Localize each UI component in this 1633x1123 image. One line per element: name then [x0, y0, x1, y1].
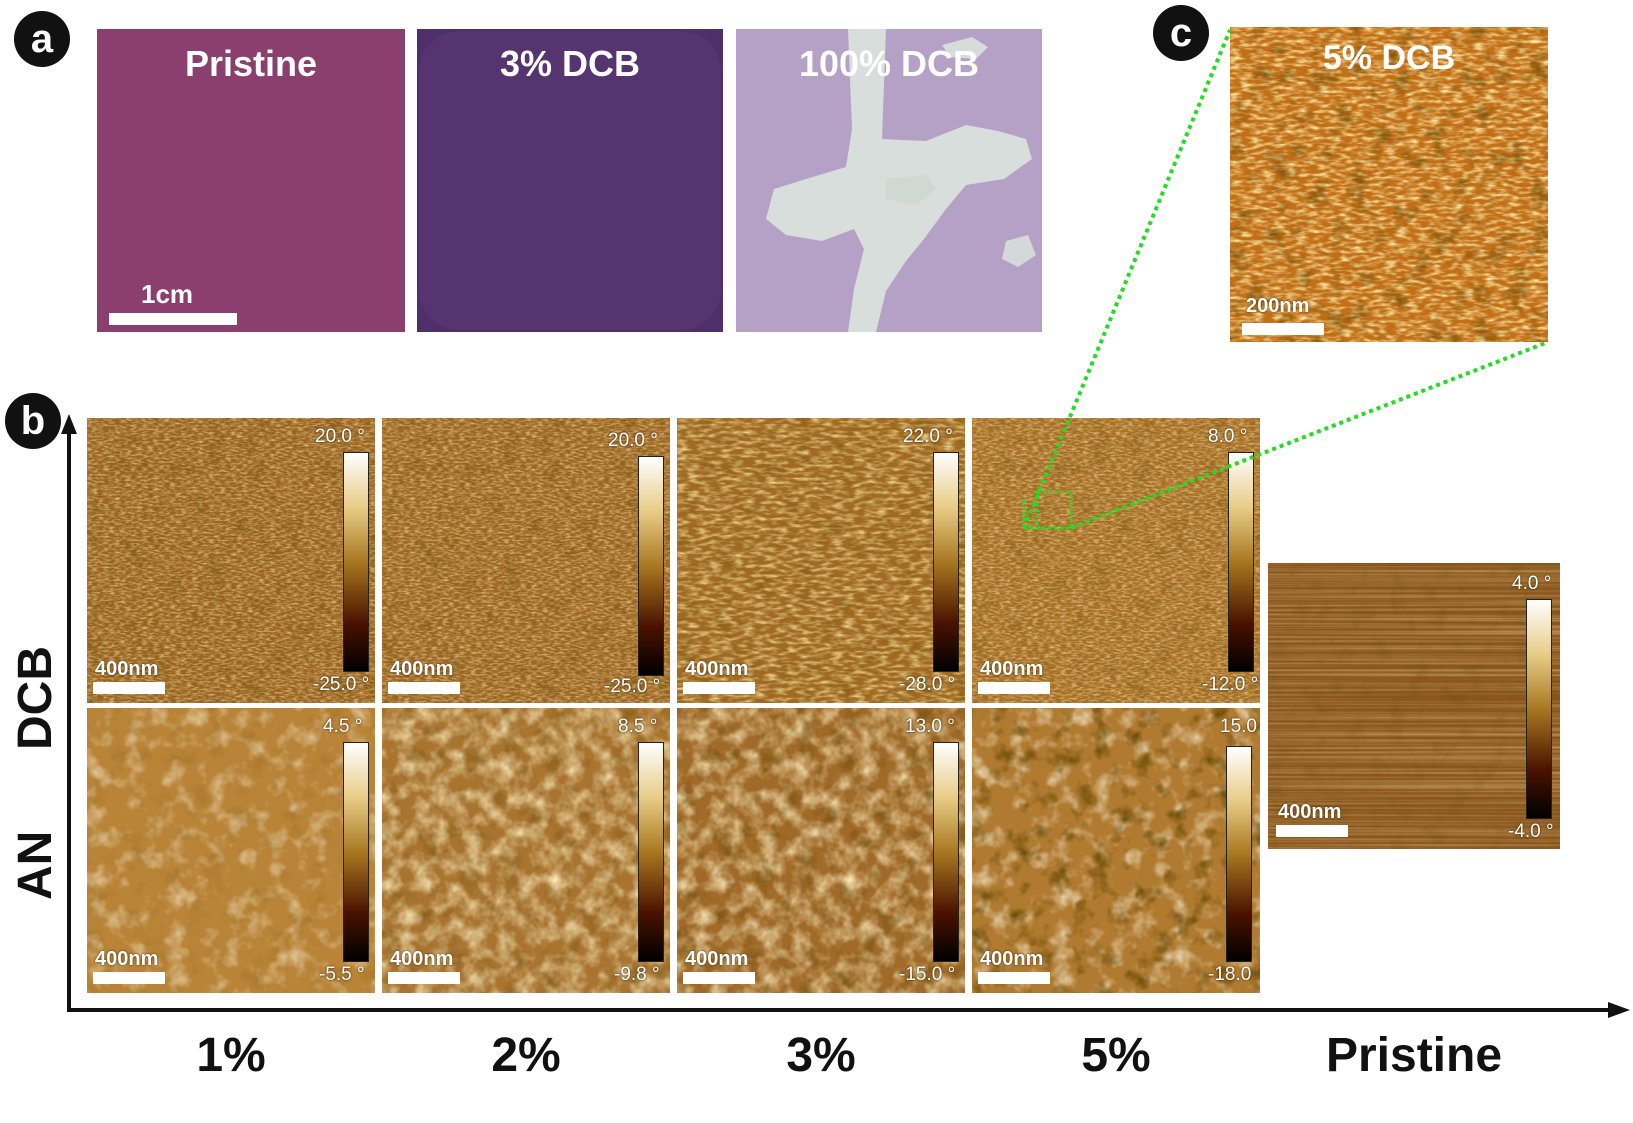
photo-scale-label: 1cm: [141, 279, 194, 309]
zoom-scale-bar: [1242, 323, 1324, 335]
zoom-label: 5% DCB: [1322, 39, 1456, 77]
colorbar-min: -12.0 °: [1202, 674, 1259, 695]
afm-dcb-2pct: 20.0 ° -25.0 ° 400nm: [382, 418, 670, 703]
scale-bar: [1276, 825, 1348, 837]
scale-bar: [93, 682, 165, 694]
scale-bar: [978, 682, 1050, 694]
colorbar: [933, 452, 959, 672]
afm-an-2pct: 8.5 ° -9.8 ° 400nm: [382, 708, 670, 993]
colorbar-min: -28.0 °: [899, 674, 956, 695]
photo-pristine: Pristine 1cm: [97, 29, 405, 332]
afm-texture: [677, 418, 965, 703]
colorbar: [343, 742, 369, 962]
colorbar: [343, 452, 369, 672]
colorbar-min: -25.0 °: [313, 674, 370, 695]
scale-bar: [683, 682, 755, 694]
scale-bar: [978, 972, 1050, 984]
photo-label-3pct-dcb: 3% DCB: [499, 43, 641, 84]
scale-bar: [388, 682, 460, 694]
column-label-3pct: 3%: [786, 1029, 856, 1082]
column-label-5pct: 5%: [1081, 1029, 1151, 1082]
column-label-2pct: 2%: [491, 1029, 561, 1082]
colorbar: [638, 742, 664, 962]
afm-texture: [972, 708, 1260, 993]
scale-label: 400nm: [980, 658, 1044, 680]
scale-label: 400nm: [685, 948, 749, 970]
colorbar: [638, 456, 664, 676]
scale-label: 400nm: [95, 948, 159, 970]
colorbar: [1228, 452, 1254, 672]
scale-label: 400nm: [1278, 801, 1342, 823]
scale-bar: [388, 972, 460, 984]
scale-label: 400nm: [685, 658, 749, 680]
photo-3pct-dcb: 3% DCB: [417, 29, 723, 332]
afm-an-1pct: 4.5 ° -5.5 ° 400nm: [87, 708, 375, 993]
afm-texture: [382, 418, 670, 703]
column-label-pristine: Pristine: [1325, 1029, 1503, 1082]
colorbar-min: -9.8 °: [614, 964, 660, 985]
colorbar-min: -4.0 °: [1508, 821, 1554, 842]
colorbar-max: 20.0 °: [315, 426, 365, 447]
photo-scale-bar: [109, 313, 237, 325]
afm-texture: [87, 708, 375, 993]
scale-label: 400nm: [390, 658, 454, 680]
colorbar-max: 4.5 °: [323, 716, 363, 737]
colorbar-min: -18.0: [1208, 964, 1252, 985]
scale-label: 400nm: [980, 948, 1044, 970]
afm-an-5pct: 15.0 -18.0 400nm: [972, 708, 1260, 993]
wafer-surface: [419, 31, 721, 330]
afm-dcb-3pct: 22.0 ° -28.0 ° 400nm: [677, 418, 965, 703]
afm-dcb-5pct: 8.0 ° -12.0 ° 400nm: [972, 418, 1260, 703]
panel-letter-b: b: [5, 393, 61, 449]
colorbar-max: 20.0 °: [608, 430, 658, 451]
colorbar-max: 22.0 °: [903, 426, 953, 447]
scale-bar: [683, 972, 755, 984]
colorbar: [933, 742, 959, 962]
colorbar: [1226, 746, 1252, 962]
colorbar: [1526, 599, 1552, 819]
colorbar-min: -25.0 °: [604, 676, 661, 697]
afm-texture: [1268, 563, 1560, 849]
column-label-1pct: 1%: [196, 1029, 266, 1082]
afm-texture: [382, 708, 670, 993]
scale-label: 400nm: [95, 658, 159, 680]
photo-100pct-dcb: 100% DCB: [736, 29, 1042, 332]
afm-an-3pct: 13.0 ° -15.0 ° 400nm: [677, 708, 965, 993]
scale-bar: [93, 972, 165, 984]
afm-texture: [87, 418, 375, 703]
colorbar-max: 8.5 °: [618, 716, 658, 737]
photo-label-pristine: Pristine: [184, 43, 318, 84]
colorbar-max: 8.0 °: [1208, 426, 1248, 447]
zoom-scale-label: 200nm: [1246, 295, 1310, 317]
panel-letter-c: c: [1153, 5, 1209, 61]
scale-label: 400nm: [390, 948, 454, 970]
afm-zoom-5pct-dcb: 5% DCB 200nm: [1230, 27, 1548, 342]
film-dewetting-patches: [766, 29, 1036, 332]
colorbar-min: -5.5 °: [319, 964, 365, 985]
afm-zoom-texture: [1230, 27, 1548, 342]
afm-texture: [677, 708, 965, 993]
colorbar-max: 4.0 °: [1512, 573, 1552, 594]
colorbar-min: -15.0 °: [899, 964, 956, 985]
colorbar-max: 15.0: [1220, 716, 1257, 737]
colorbar-max: 13.0 °: [905, 716, 955, 737]
afm-pristine: 4.0 ° -4.0 ° 400nm: [1268, 563, 1560, 849]
afm-texture: [972, 418, 1260, 703]
photo-label-100pct-dcb: 100% DCB: [798, 43, 980, 84]
afm-dcb-1pct: 20.0 ° -25.0 ° 400nm: [87, 418, 375, 703]
panel-letter-a: a: [14, 11, 70, 67]
